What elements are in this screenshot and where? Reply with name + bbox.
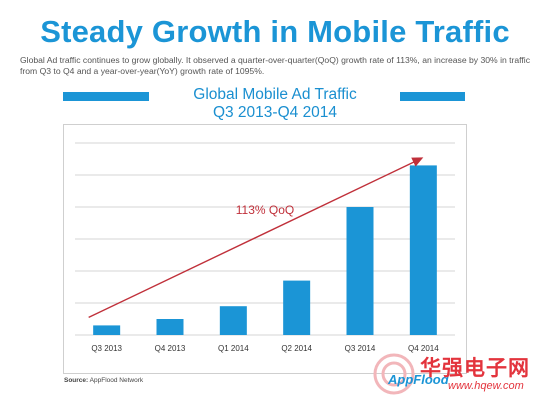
trend-arrow-line	[88, 159, 418, 319]
chart-area	[63, 124, 467, 374]
bar	[283, 280, 311, 335]
x-tick-label: Q3 2013	[91, 344, 122, 353]
growth-annotation: 113% QoQ	[236, 203, 294, 217]
chart-subtitle: Q3 2013-Q4 2014	[212, 104, 338, 121]
chart-title-main: Global Mobile Ad Traffic	[193, 86, 357, 103]
trend-arrow-head	[411, 157, 424, 167]
title-stripe-left	[63, 92, 149, 101]
x-tick-label: Q2 2014	[281, 344, 312, 353]
bar	[93, 325, 121, 335]
appflood-logo: AppFlood	[388, 372, 449, 387]
source-label: Source:	[64, 377, 89, 384]
page-title: Steady Growth in Mobile Traffic	[40, 14, 510, 49]
x-tick-label: Q1 2014	[218, 344, 249, 353]
source-note: Source: AppFlood Network	[64, 377, 143, 384]
bar	[219, 306, 247, 335]
watermark-url: www.hqew.com	[448, 380, 524, 392]
bar	[346, 207, 374, 335]
bar	[409, 165, 437, 335]
watermark-logo-icon	[373, 353, 415, 395]
watermark-text: 华强电子网	[420, 356, 530, 380]
x-tick-label: Q3 2014	[345, 344, 376, 353]
intro-text: Global Ad traffic continues to grow glob…	[20, 55, 530, 76]
title-stripe-right	[400, 92, 465, 101]
x-tick-label: Q4 2014	[408, 344, 439, 353]
source-name: AppFlood Network	[89, 377, 144, 384]
bar	[156, 319, 184, 335]
x-tick-label: Q4 2013	[155, 344, 186, 353]
chart-title: Global Mobile Ad Traffic Q3 2013-Q4 2014	[140, 86, 410, 122]
